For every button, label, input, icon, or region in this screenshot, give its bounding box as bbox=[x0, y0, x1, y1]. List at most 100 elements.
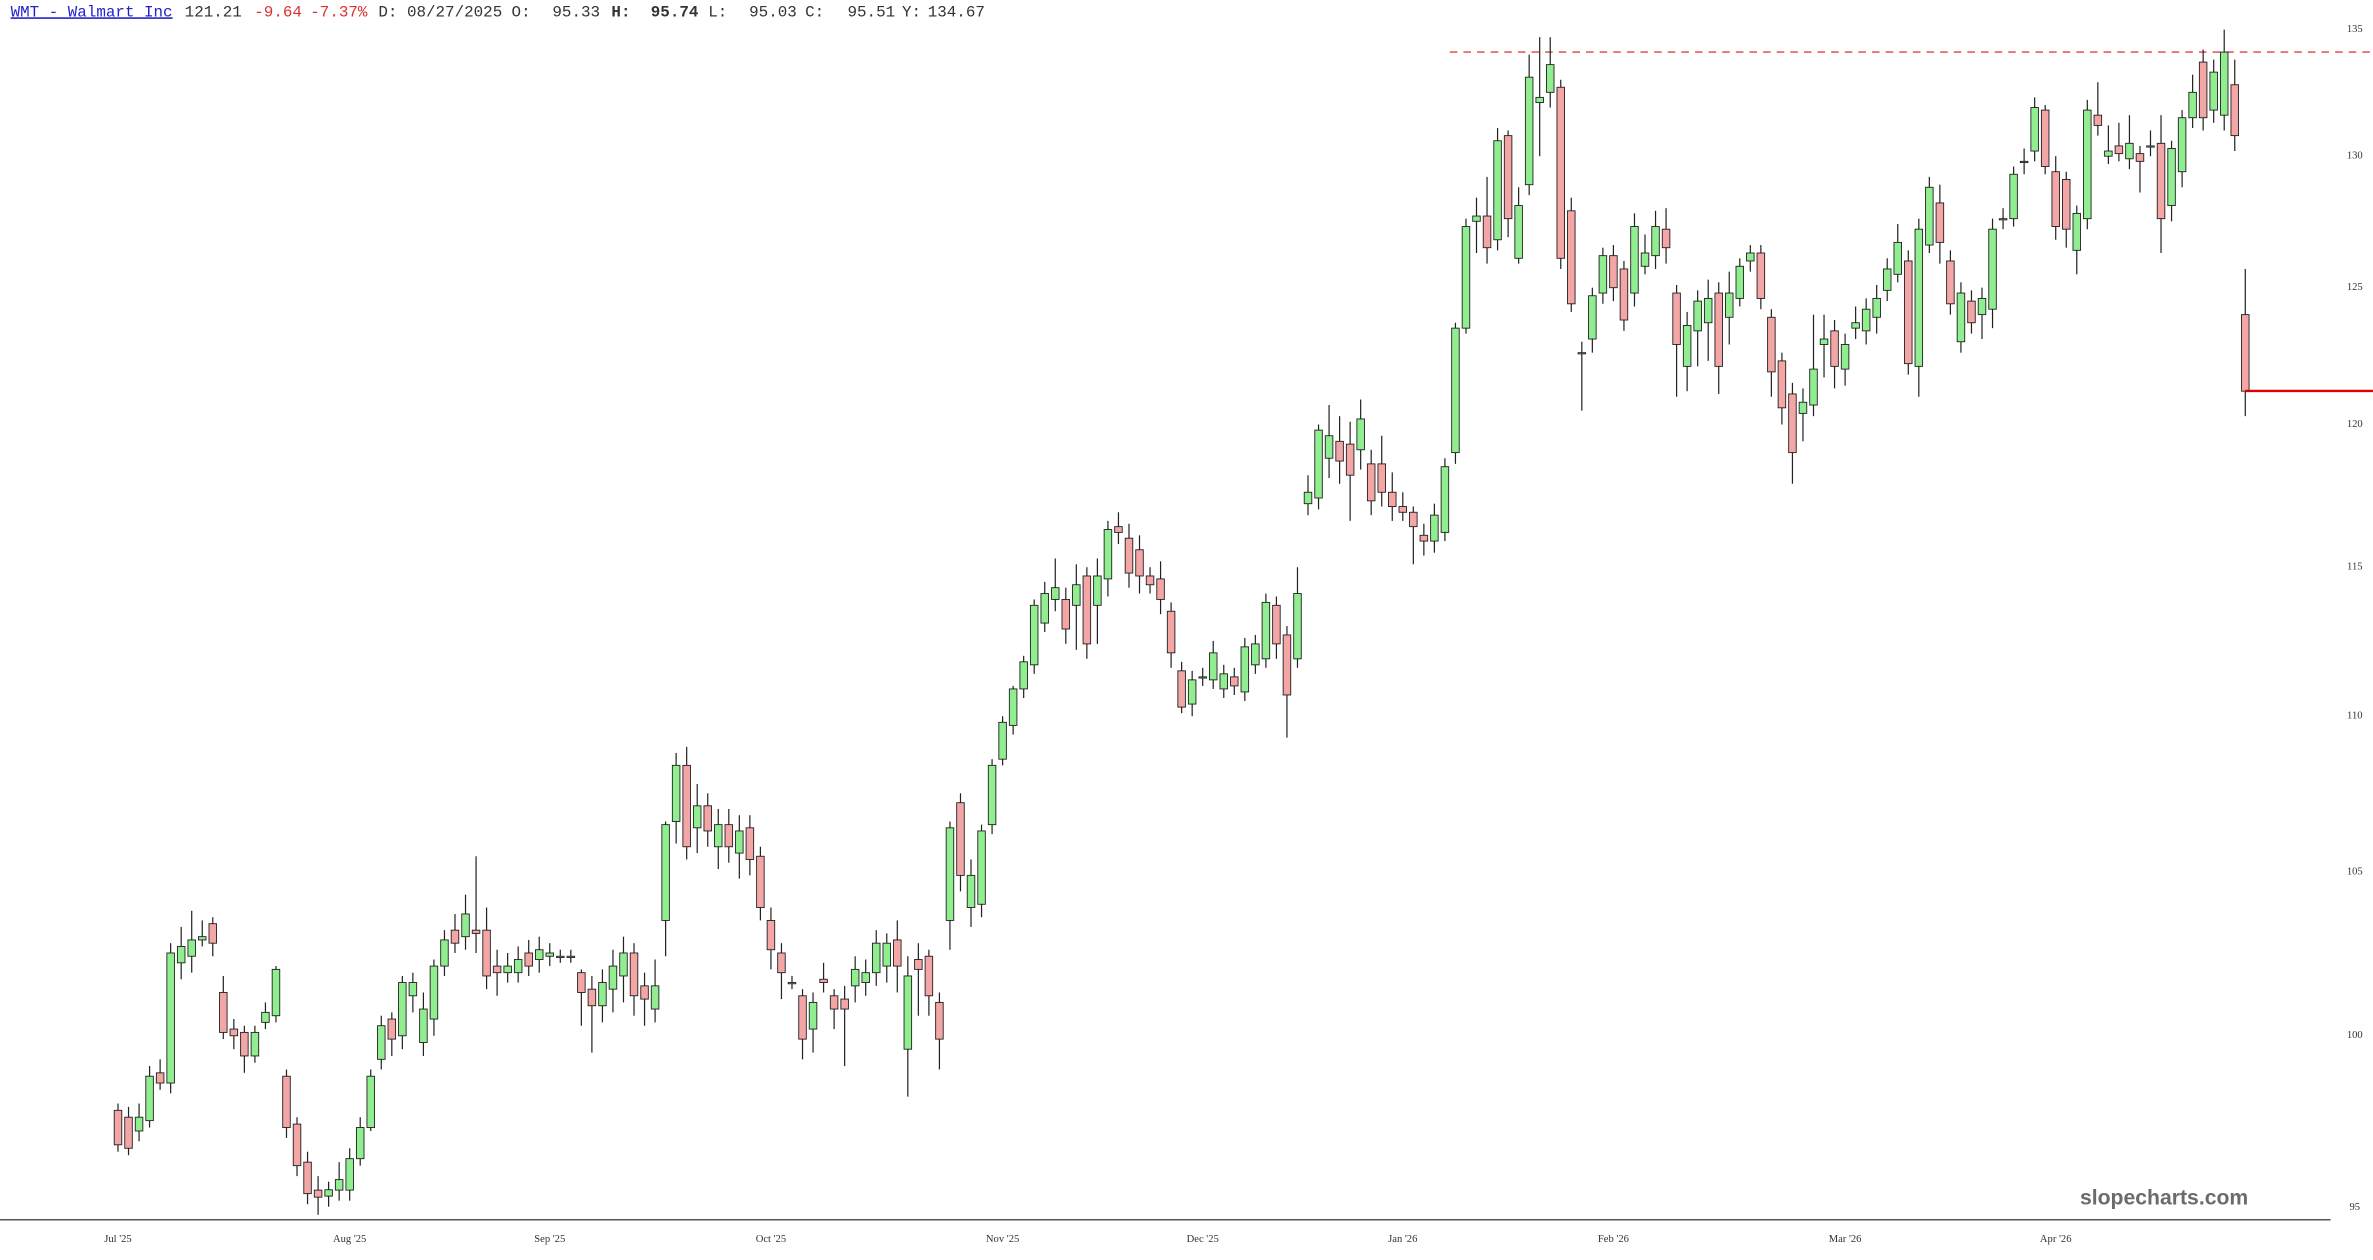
candle-body bbox=[1040, 593, 1049, 624]
candle-body bbox=[1051, 587, 1060, 600]
candle-body bbox=[2177, 117, 2187, 173]
candle-body bbox=[977, 830, 986, 905]
candle-body bbox=[187, 939, 196, 957]
candle-body bbox=[966, 874, 976, 908]
candle-body bbox=[1135, 549, 1144, 577]
candle-body bbox=[935, 1001, 944, 1040]
candle-body bbox=[1187, 679, 1197, 705]
candle-body bbox=[482, 929, 491, 977]
candle-body bbox=[1019, 661, 1028, 690]
candle-body bbox=[398, 982, 407, 1037]
candle-body bbox=[1324, 435, 1334, 459]
candle-body bbox=[1714, 292, 1723, 367]
candle-body bbox=[440, 939, 449, 967]
candle-body bbox=[2188, 91, 2197, 119]
candle-body bbox=[998, 721, 1007, 760]
candle-body bbox=[1725, 292, 1734, 318]
y-tick-label: 125 bbox=[2347, 282, 2363, 293]
candle-body bbox=[313, 1189, 323, 1198]
candle-body bbox=[598, 982, 607, 1007]
x-tick-label: Feb '26 bbox=[1598, 1234, 1629, 1245]
bar-date: D: 08/27/2025 bbox=[378, 3, 502, 21]
candle-body bbox=[2209, 71, 2218, 111]
field-value: 95.51 bbox=[848, 3, 896, 21]
candle-body bbox=[1798, 401, 1808, 414]
y-tick-label: 110 bbox=[2347, 711, 2362, 722]
candle-body bbox=[1230, 676, 1239, 687]
candle-body bbox=[145, 1075, 154, 1122]
candle-body bbox=[1777, 360, 1787, 409]
candle-body bbox=[1925, 186, 1934, 246]
candle-body bbox=[945, 827, 955, 921]
symbol-link[interactable]: WMT - Walmart Inc bbox=[11, 3, 173, 21]
candle-body bbox=[566, 955, 576, 958]
candle-body bbox=[1440, 466, 1450, 533]
y-tick-label: 120 bbox=[2347, 419, 2363, 430]
candle-body bbox=[2019, 160, 2029, 164]
field-label: Y: bbox=[902, 3, 921, 21]
candle-body bbox=[2135, 153, 2145, 162]
candle-body bbox=[2072, 212, 2082, 251]
price-change: -9.64 bbox=[254, 3, 302, 21]
candle-body bbox=[1398, 506, 1408, 513]
candle-body bbox=[629, 952, 639, 997]
candle-body bbox=[956, 802, 965, 876]
candle-body bbox=[2146, 145, 2155, 148]
candle-body bbox=[650, 985, 660, 1010]
candle-body bbox=[1988, 228, 1997, 310]
candle-body bbox=[2114, 145, 2124, 155]
candle-body bbox=[450, 929, 460, 944]
field-value: 95.33 bbox=[552, 3, 600, 21]
candle-body bbox=[1946, 260, 1955, 305]
candle-body bbox=[1882, 268, 1892, 291]
candle-body bbox=[924, 955, 934, 997]
candle-body bbox=[1598, 255, 1608, 294]
candle-body bbox=[1840, 344, 1850, 370]
candle-body bbox=[724, 824, 734, 848]
candle-body bbox=[219, 992, 228, 1033]
candle-body bbox=[1314, 429, 1323, 499]
candle-body bbox=[1651, 226, 1660, 257]
candle-body bbox=[535, 949, 544, 960]
candle-body bbox=[2093, 114, 2103, 126]
candle-body bbox=[1093, 575, 1102, 606]
candle-body bbox=[1672, 292, 1681, 345]
candle-body bbox=[419, 1008, 428, 1043]
candle-body bbox=[1388, 491, 1397, 508]
x-tick-label: Apr '26 bbox=[2040, 1234, 2072, 1245]
candle-body bbox=[1240, 646, 1250, 693]
candle-body bbox=[303, 1161, 312, 1195]
candle-body bbox=[1567, 210, 1576, 305]
candle-body bbox=[1830, 330, 1839, 367]
candle-body bbox=[1124, 537, 1134, 574]
candle-body bbox=[1630, 226, 1639, 294]
candle-body bbox=[1545, 64, 1555, 93]
candle-body bbox=[1251, 643, 1260, 666]
last-price: 121.21 bbox=[185, 3, 242, 21]
candle-body bbox=[408, 982, 418, 997]
candle-body bbox=[850, 968, 860, 987]
candle-body bbox=[1746, 252, 1755, 262]
candle-body bbox=[1556, 86, 1565, 259]
candle-body bbox=[1661, 228, 1671, 249]
candle-body bbox=[1893, 241, 1902, 275]
candle-body bbox=[387, 1018, 397, 1040]
candle-body bbox=[798, 995, 807, 1040]
candle-body bbox=[2219, 51, 2229, 116]
candle-body bbox=[1145, 575, 1155, 586]
candle-body bbox=[1819, 338, 1829, 345]
candle-body bbox=[1293, 593, 1302, 660]
y-tick-label: 115 bbox=[2347, 562, 2362, 573]
candle-body bbox=[503, 965, 512, 974]
y-tick-label: 105 bbox=[2347, 867, 2363, 878]
candle-body bbox=[292, 1123, 302, 1167]
candle-body bbox=[2198, 61, 2208, 119]
y-tick-label: 100 bbox=[2347, 1030, 2363, 1041]
candle-body bbox=[1872, 297, 1881, 318]
candle-body bbox=[745, 827, 755, 860]
candle-body bbox=[1472, 215, 1481, 222]
candle-body bbox=[714, 824, 723, 848]
x-tick-label: Sep '25 bbox=[534, 1234, 565, 1245]
